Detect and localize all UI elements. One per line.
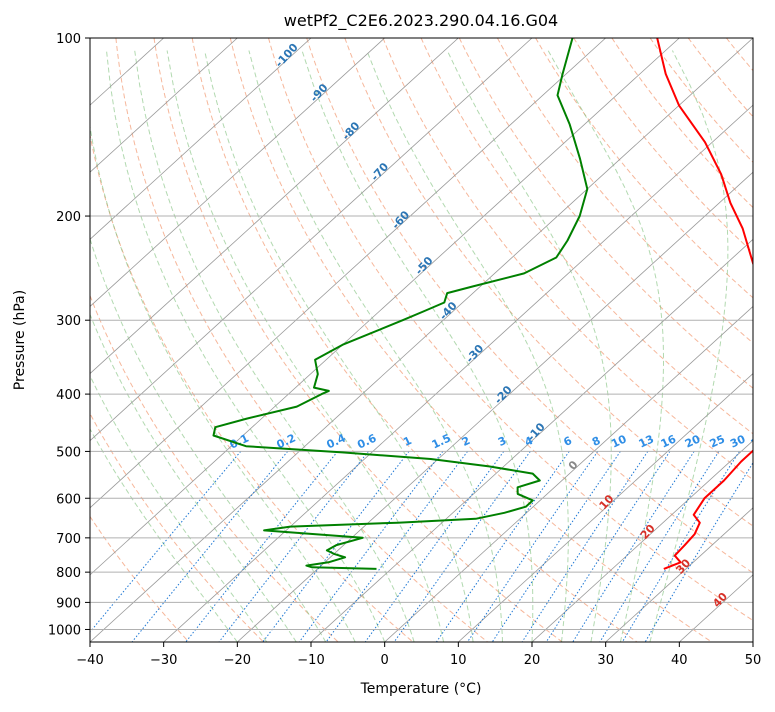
y-tick-label: 300 (56, 314, 81, 329)
x-tick-label: 40 (671, 653, 688, 668)
y-tick-label: 400 (56, 388, 81, 403)
y-tick-label: 200 (56, 210, 81, 225)
x-tick-label: 0 (381, 653, 389, 668)
x-axis-label: Temperature (°C) (360, 681, 482, 697)
x-tick-label: −30 (150, 653, 177, 668)
x-tick-label: 50 (745, 653, 762, 668)
y-tick-label: 1000 (48, 624, 81, 639)
x-tick-label: 10 (450, 653, 467, 668)
chart-title: wetPf2_C2E6.2023.290.04.16.G04 (284, 11, 558, 31)
x-tick-label: −10 (297, 653, 324, 668)
x-tick-label: 20 (524, 653, 541, 668)
y-tick-label: 800 (56, 566, 81, 581)
x-tick-label: −20 (224, 653, 251, 668)
y-tick-label: 700 (56, 532, 81, 547)
y-axis-label: Pressure (hPa) (12, 290, 28, 390)
y-tick-label: 600 (56, 492, 81, 507)
y-tick-label: 100 (56, 32, 81, 47)
x-tick-label: −40 (76, 653, 103, 668)
y-tick-label: 500 (56, 445, 81, 460)
x-tick-label: 30 (597, 653, 614, 668)
y-tick-label: 900 (56, 596, 81, 611)
